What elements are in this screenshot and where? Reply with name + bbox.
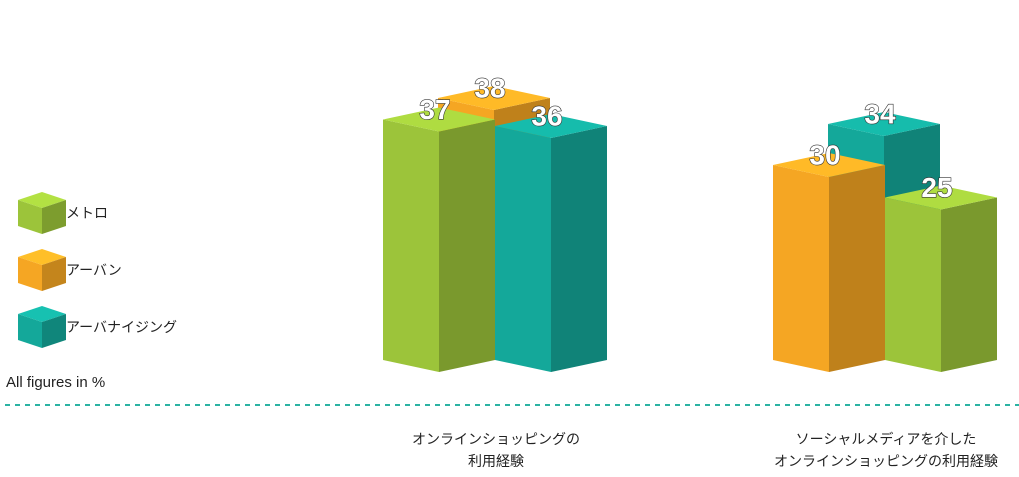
note: All figures in %	[6, 374, 105, 391]
value-label: 30	[809, 139, 840, 170]
chart: All figures in % メトロアーバンアーバナイジング 38 37 36 オン…	[0, 0, 1019, 477]
bar-left	[495, 126, 551, 372]
legend-label: アーバン	[66, 263, 122, 279]
bar-right	[829, 165, 885, 372]
value-label: 37	[419, 94, 450, 125]
value-label: 36	[531, 100, 562, 131]
value-label: 38	[474, 72, 505, 103]
bar-left	[885, 198, 941, 373]
value-label: 34	[864, 98, 896, 129]
category-label: 利用経験	[468, 454, 524, 470]
category-label: オンラインショッピングの利用経験	[774, 454, 998, 470]
bar-right	[941, 198, 997, 373]
bar-left	[383, 120, 439, 373]
value-label: 25	[921, 172, 952, 203]
bar-left	[773, 165, 829, 372]
legend-label: メトロ	[66, 206, 108, 222]
bar-right	[439, 120, 495, 373]
category-label: オンラインショッピングの	[412, 432, 580, 448]
bar-right	[551, 126, 607, 372]
category-label: ソーシャルメディアを介した	[796, 431, 977, 448]
legend-label: アーバナイジング	[66, 320, 177, 336]
